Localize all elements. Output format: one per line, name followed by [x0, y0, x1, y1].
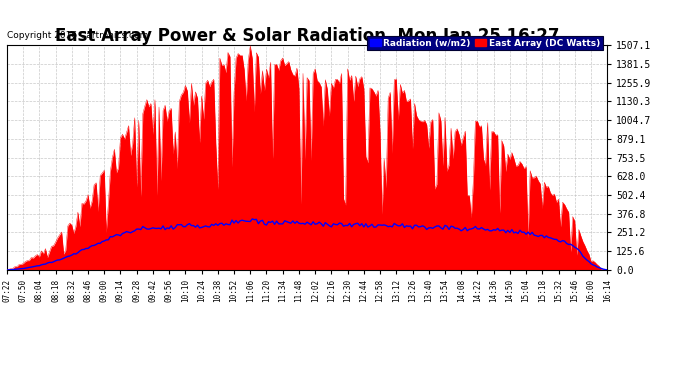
Title: East Array Power & Solar Radiation  Mon Jan 25 16:27: East Array Power & Solar Radiation Mon J…	[55, 27, 560, 45]
Legend: Radiation (w/m2), East Array (DC Watts): Radiation (w/m2), East Array (DC Watts)	[367, 36, 602, 50]
Text: Copyright 2016 Cartronics.com: Copyright 2016 Cartronics.com	[7, 32, 148, 40]
